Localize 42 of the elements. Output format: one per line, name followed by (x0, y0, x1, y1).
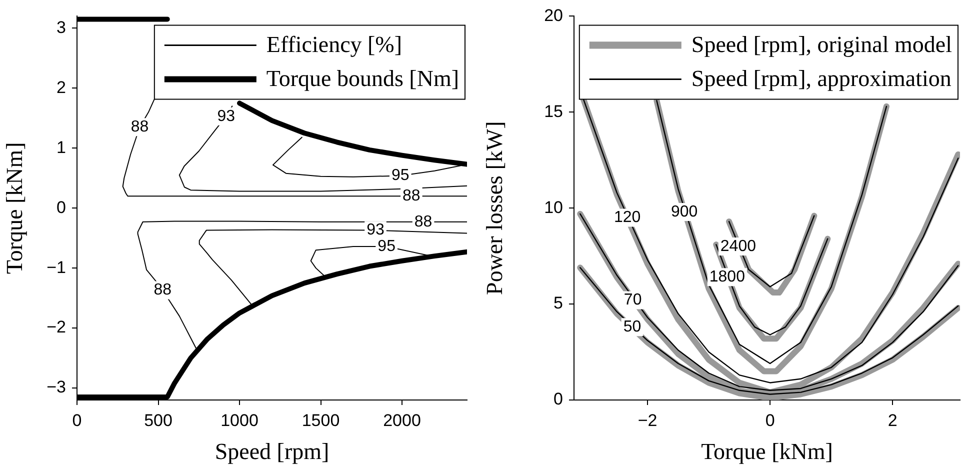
x-tick-label: 0 (72, 410, 82, 430)
annotation: 1800 (709, 268, 746, 286)
annotation: 900 (670, 203, 698, 220)
y-tick-label: 15 (544, 102, 563, 121)
annotation: 95 (391, 167, 410, 184)
y-axis-title: Torque [kNm] (2, 142, 27, 274)
y-tick-label: 3 (56, 18, 66, 37)
legend-label: Speed [rpm], approximation (691, 66, 952, 92)
y-tick-label: −1 (46, 258, 66, 277)
annotation: 93 (366, 222, 385, 239)
annotation: 2400 (720, 238, 756, 255)
legend-label: Torque bounds [Nm] (266, 66, 460, 92)
x-axis-title: Speed [rpm] (214, 439, 330, 464)
annotation: 120 (614, 209, 641, 226)
y-tick-label: −3 (46, 378, 66, 397)
x-tick-label: 0 (765, 410, 775, 430)
y-tick-label: 0 (554, 390, 563, 409)
y-tick-label: 5 (554, 294, 563, 313)
x-tick-label: 1500 (302, 410, 340, 430)
y-tick-label: 10 (544, 198, 563, 217)
x-tick-label: 500 (144, 410, 172, 430)
y-tick-label: 2 (56, 78, 66, 97)
y-tick-label: −2 (46, 318, 66, 337)
y-axis-title: Power losses [kW] (482, 121, 507, 295)
x-tick-label: 2000 (383, 410, 421, 430)
x-axis-title: Torque [kNm] (701, 439, 833, 464)
annotation: 50 (623, 318, 642, 336)
y-tick-label: 0 (56, 198, 66, 217)
x-tick-label: −2 (638, 410, 658, 430)
annotation: 88 (130, 118, 149, 136)
annotation: 88 (154, 282, 172, 299)
annotation: 93 (217, 108, 236, 125)
annotation: 95 (378, 238, 396, 255)
y-tick-label: 1 (56, 138, 66, 157)
y-tick-label: 20 (544, 6, 563, 25)
annotation: 70 (624, 292, 642, 309)
x-tick-label: 1000 (220, 410, 258, 430)
legend-label: Efficiency [%] (266, 32, 402, 58)
x-tick-label: 2 (888, 410, 898, 430)
legend-label: Speed [rpm], original model (691, 32, 952, 58)
annotation: 88 (414, 213, 432, 230)
annotation: 88 (402, 188, 420, 205)
